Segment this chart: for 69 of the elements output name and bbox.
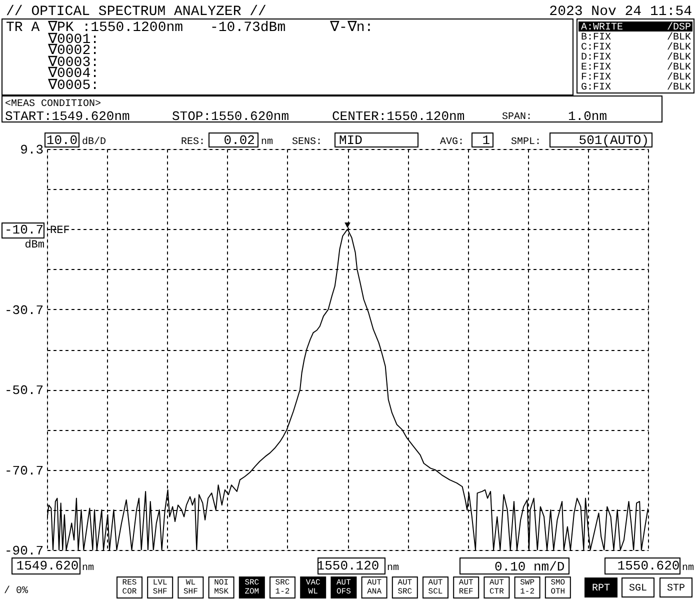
text: RES: [181, 137, 206, 148]
text: B:FIX [581, 32, 612, 44]
text: LVL SHF [152, 578, 168, 596]
text: RPT [592, 584, 610, 594]
text: AUT ANA [367, 578, 382, 596]
text: VAC WL [306, 578, 320, 596]
text: /BLK [666, 72, 691, 84]
text: SRC ZOM [244, 578, 260, 596]
text: 10.0 [46, 133, 78, 148]
y-axis-title: dBm [24, 240, 45, 252]
text: SENS: [292, 137, 322, 148]
text: STP [666, 584, 686, 594]
text: <MEAS CONDITION> [5, 99, 102, 110]
text: C:FIX [581, 42, 612, 54]
text: AUT SRC [398, 578, 412, 596]
text: SRC 1-2 [275, 578, 290, 596]
text: SMO OTH [550, 578, 566, 596]
text: AUT SCL [428, 578, 443, 596]
text: 1.0nm [568, 109, 608, 124]
text: MID [339, 133, 363, 148]
y-tick-label: -90.7 [4, 544, 44, 558]
text: 2023 Nov 24 11:54 [549, 4, 692, 20]
text: SWP 1-2 [520, 578, 535, 596]
text: /BLK [666, 62, 691, 74]
chart-title: // OPTICAL SPECTRUM ANALYZER // [6, 4, 266, 20]
text: /BLK [666, 42, 691, 54]
text: G:FIX [581, 82, 612, 94]
text: RES COR [122, 578, 137, 596]
x-tick-label: 1550.620 [617, 558, 680, 574]
y-tick-label: -10.7 [4, 222, 44, 238]
y-tick-label: -30.7 [4, 302, 44, 318]
x-tick-label: 1550.120 [316, 558, 380, 574]
text: 501(AUTO) [578, 133, 649, 148]
text: CENTER:1550.120nm [332, 109, 465, 124]
text: E:FIX [581, 62, 612, 74]
text: D:FIX [581, 52, 612, 64]
text: F:FIX [581, 72, 612, 84]
y-tick-label: -70.7 [4, 463, 44, 478]
text: 0.02 [224, 133, 255, 148]
text: nm [261, 137, 274, 148]
text: -10.73dBm [210, 20, 286, 36]
text: AUT OFS [336, 578, 352, 596]
text: SPAN: [502, 112, 532, 123]
text: /BLK [666, 52, 691, 64]
text: SMPL: [511, 137, 542, 148]
text: SGL [628, 584, 648, 594]
x-tick-label: 1549.620 [16, 558, 79, 574]
y-tick-label: -50.7 [4, 383, 44, 398]
y-tick-label: 9.3 [20, 142, 44, 158]
text: AUT CTR [489, 578, 504, 596]
text: STOP:1550.620nm [172, 109, 290, 124]
text: NOI MSK [214, 578, 229, 596]
text: /DSP [666, 22, 691, 34]
text: /BLK [666, 82, 691, 94]
text: START:1549.620nm [5, 109, 130, 124]
text: dB/D [82, 136, 106, 148]
text: 1 [482, 133, 490, 148]
text: A:WRITE [581, 22, 624, 34]
text: / 0% [4, 585, 28, 597]
text: nm [682, 563, 694, 574]
x-axis-title: 0.10 nm/D [494, 560, 565, 574]
text: ∇-∇n: [329, 20, 374, 36]
text: /BLK [666, 32, 691, 44]
text: nm [387, 563, 400, 574]
text: WL SHF [183, 578, 198, 596]
text: AVG: [440, 137, 464, 148]
text: nm [82, 563, 94, 574]
text: TR A [6, 20, 40, 36]
text: AUT REF [458, 578, 474, 596]
